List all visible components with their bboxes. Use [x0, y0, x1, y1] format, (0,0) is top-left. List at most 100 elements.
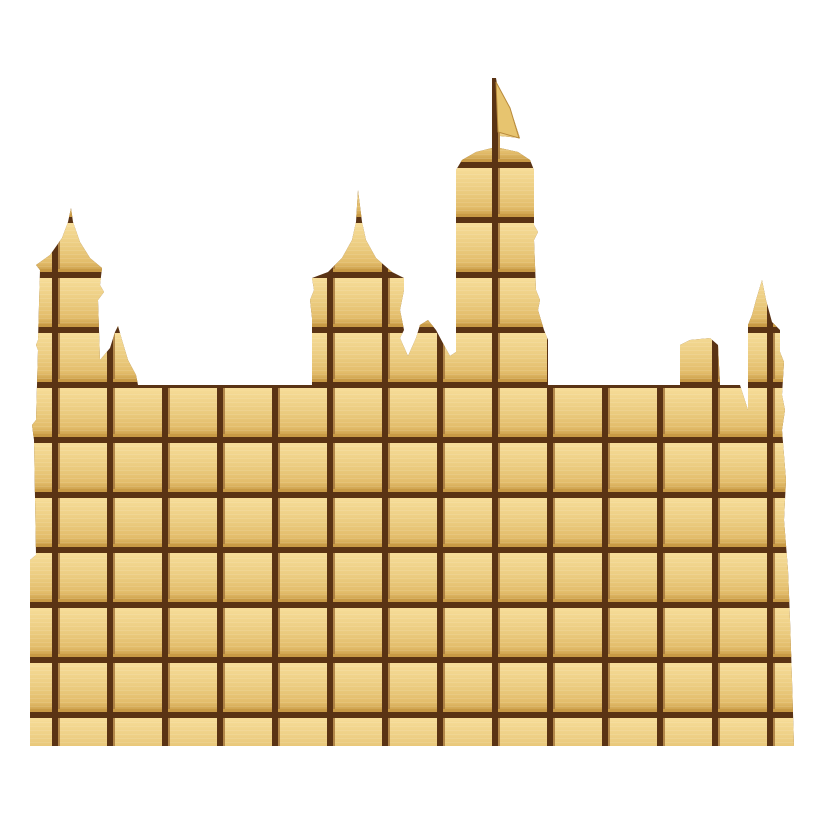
- castle-tile: [443, 223, 492, 272]
- castle-tile: [773, 388, 794, 437]
- castle-tile: [58, 718, 107, 746]
- castle-tile: [58, 333, 107, 382]
- castle-tile: [718, 333, 767, 382]
- castle-tile: [718, 388, 767, 437]
- castle-tile: [718, 223, 767, 272]
- castle-tile: [333, 498, 382, 547]
- castle-tile: [608, 443, 657, 492]
- castle-tile: [333, 608, 382, 657]
- castle-tile: [388, 718, 437, 746]
- castle-tile: [443, 718, 492, 746]
- castle-tile: [498, 773, 547, 822]
- castle-tile: [443, 113, 492, 162]
- castle-tile: [553, 223, 602, 272]
- castle-tile: [773, 223, 794, 272]
- castle-tile: [58, 608, 107, 657]
- castle-tile: [443, 663, 492, 712]
- castle-tile: [718, 113, 767, 162]
- castle-tile: [278, 498, 327, 547]
- castle-tile: [498, 498, 547, 547]
- castle-tile: [608, 718, 657, 746]
- castle-tile: [223, 663, 272, 712]
- castle-tile: [223, 718, 272, 746]
- castle-tile: [608, 663, 657, 712]
- castle-tile: [113, 718, 162, 746]
- castle-tile: [718, 553, 767, 602]
- castle-tile: [663, 553, 712, 602]
- castle-tile: [608, 168, 657, 217]
- castle-tile: [58, 443, 107, 492]
- castle-tile: [553, 553, 602, 602]
- castle-tile: [278, 608, 327, 657]
- castle-tile: [498, 333, 547, 382]
- castle-tile: [168, 663, 217, 712]
- castle-tile: [223, 553, 272, 602]
- castle-tile: [388, 773, 437, 822]
- castle-tile: [773, 663, 794, 712]
- castle-tile: [608, 608, 657, 657]
- castle-tile: [663, 443, 712, 492]
- castle-tile: [168, 608, 217, 657]
- castle-tile: [113, 113, 162, 162]
- castle-tile: [553, 333, 602, 382]
- castle-tile: [333, 168, 382, 217]
- castle-tile: [30, 498, 52, 547]
- castle-tile: [333, 553, 382, 602]
- castle-tile: [498, 223, 547, 272]
- castle-tile: [498, 663, 547, 712]
- castle-tile: [553, 663, 602, 712]
- castle-tile: [58, 113, 107, 162]
- castle-tile: [608, 388, 657, 437]
- castle-tile: [388, 443, 437, 492]
- castle-tile: [443, 333, 492, 382]
- castle-tile: [443, 168, 492, 217]
- castle-tile: [718, 608, 767, 657]
- castle-tile: [333, 388, 382, 437]
- castle-tile: [498, 388, 547, 437]
- castle-tile: [718, 443, 767, 492]
- castle-tile: [58, 553, 107, 602]
- castle-tile: [773, 333, 794, 382]
- castle-tile: [718, 718, 767, 746]
- castle-tile: [223, 333, 272, 382]
- castle-tile: [113, 168, 162, 217]
- castle-tile: [443, 498, 492, 547]
- castle-tile: [223, 608, 272, 657]
- castle-tile: [718, 168, 767, 217]
- castle-tile: [168, 278, 217, 327]
- castle-tile: [553, 113, 602, 162]
- castle-tile: [113, 388, 162, 437]
- castle-tile: [388, 553, 437, 602]
- castle-tile: [498, 718, 547, 746]
- castle-tile: [663, 388, 712, 437]
- castle-tile: [388, 223, 437, 272]
- castle-tile: [168, 498, 217, 547]
- castle-tile: [388, 498, 437, 547]
- castle-tile: [58, 388, 107, 437]
- castle-tile: [663, 773, 712, 822]
- castle-tile: [553, 498, 602, 547]
- castle-tile: [113, 553, 162, 602]
- castle-tile: [663, 663, 712, 712]
- castle-tile: [553, 718, 602, 746]
- castle-tile: [30, 553, 52, 602]
- castle-tile: [30, 443, 52, 492]
- castle-tile: [608, 278, 657, 327]
- castle-tile: [30, 223, 52, 272]
- castle-tile: [608, 773, 657, 822]
- castle-tile: [278, 113, 327, 162]
- castle-tile: [113, 608, 162, 657]
- castle-tile: [168, 718, 217, 746]
- castle-tile: [773, 113, 794, 162]
- castle-tile: [773, 718, 794, 746]
- castle-tile: [388, 278, 437, 327]
- castle-tile: [443, 388, 492, 437]
- castle-tile: [443, 773, 492, 822]
- castle-tile: [223, 168, 272, 217]
- castle-tile: [333, 113, 382, 162]
- castle-tile: [773, 608, 794, 657]
- castle-tile: [168, 443, 217, 492]
- castle-tile: [333, 718, 382, 746]
